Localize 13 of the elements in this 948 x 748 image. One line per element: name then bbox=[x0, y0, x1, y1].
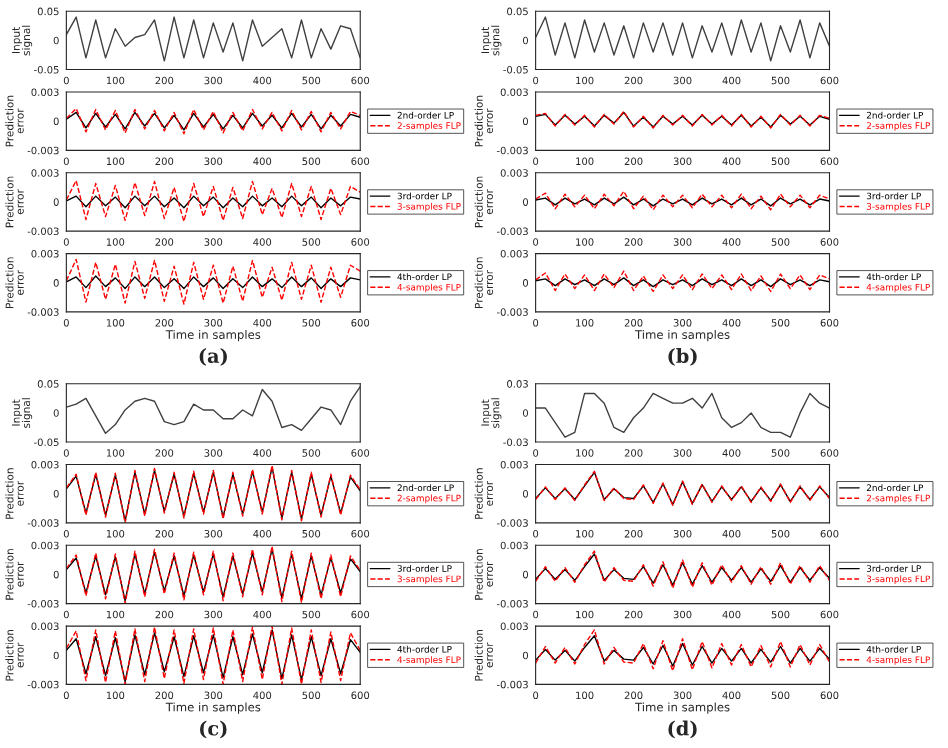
line-series bbox=[535, 270, 830, 293]
line-series bbox=[66, 385, 361, 435]
text: (a) bbox=[199, 348, 227, 366]
text: (d) bbox=[668, 720, 697, 739]
line-series bbox=[535, 16, 830, 62]
line-series bbox=[535, 392, 830, 438]
text: (c) bbox=[200, 720, 227, 739]
line-series bbox=[66, 275, 361, 290]
line-series bbox=[66, 179, 361, 223]
line-series bbox=[66, 258, 361, 305]
line-series bbox=[66, 16, 361, 62]
line-series bbox=[535, 190, 830, 211]
text: (b) bbox=[668, 348, 697, 366]
